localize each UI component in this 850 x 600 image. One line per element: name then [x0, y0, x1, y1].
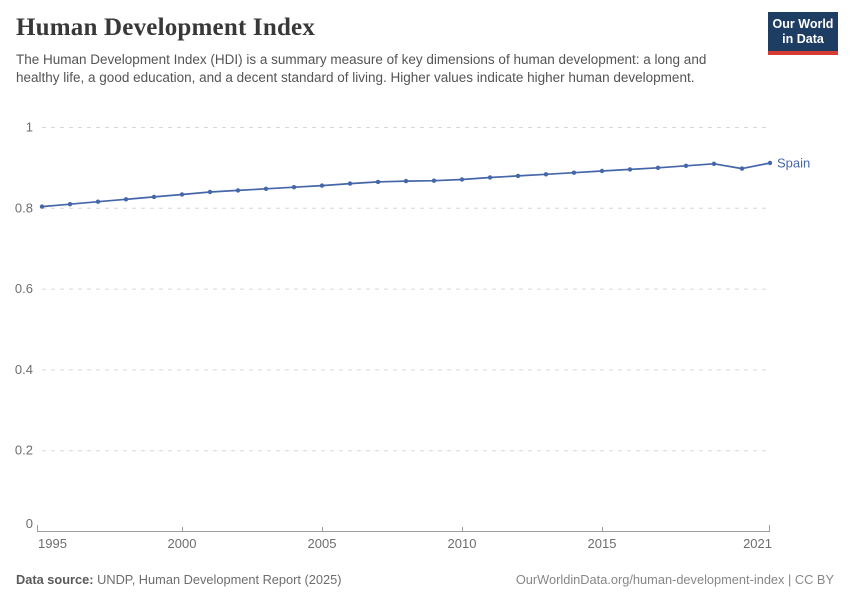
- data-source-text: UNDP, Human Development Report (2025): [93, 572, 342, 587]
- data-point[interactable]: [347, 181, 353, 186]
- owid-logo-line2: in Data: [782, 31, 824, 46]
- x-axis-tick-label: 2021: [743, 536, 772, 551]
- data-point[interactable]: [67, 202, 73, 207]
- y-axis-tick-label: 0.6: [15, 281, 33, 296]
- entity-label[interactable]: Spain: [777, 155, 810, 170]
- data-point[interactable]: [767, 160, 773, 166]
- x-axis-tick-label: 2000: [168, 536, 197, 551]
- data-point[interactable]: [543, 172, 549, 177]
- data-point[interactable]: [263, 186, 269, 191]
- data-point[interactable]: [179, 192, 185, 197]
- y-axis-tick-label: 0: [26, 516, 33, 531]
- data-point[interactable]: [627, 167, 633, 172]
- data-point[interactable]: [711, 161, 717, 166]
- x-axis-tick-label: 2015: [588, 536, 617, 551]
- data-point[interactable]: [459, 177, 465, 182]
- data-point[interactable]: [683, 163, 689, 168]
- owid-citation-link[interactable]: OurWorldinData.org/human-development-ind…: [515, 572, 834, 587]
- y-axis-tick-label: 1: [26, 120, 33, 135]
- data-source-label: Data source:: [16, 572, 94, 587]
- data-point[interactable]: [739, 166, 745, 171]
- chart-header: Human Development Index The Human Develo…: [0, 0, 850, 87]
- data-point[interactable]: [431, 178, 437, 183]
- data-point[interactable]: [207, 189, 213, 195]
- data-point[interactable]: [487, 175, 493, 180]
- page-title: Human Development Index: [16, 14, 316, 41]
- data-point[interactable]: [151, 194, 157, 200]
- data-point[interactable]: [123, 197, 129, 202]
- y-axis-tick-label: 0.2: [15, 443, 33, 458]
- hdi-chart: 0 0.2 0.4 0.6 0.8 1 1995 2000 2005 2010 2015 2021 Sp…: [15, 120, 810, 552]
- data-point[interactable]: [599, 168, 605, 174]
- owid-logo[interactable]: Our World in Data: [768, 12, 838, 55]
- data-point[interactable]: [655, 165, 661, 170]
- data-point[interactable]: [291, 185, 297, 190]
- data-point[interactable]: [515, 173, 521, 179]
- chart-line-spain[interactable]: [41, 162, 771, 208]
- data-point[interactable]: [319, 183, 325, 188]
- data-source: Data source: UNDP, Human Development Rep…: [16, 572, 342, 587]
- data-point[interactable]: [235, 188, 241, 193]
- data-point[interactable]: [39, 204, 45, 209]
- data-point[interactable]: [403, 178, 409, 184]
- y-axis-tick-label: 0.8: [15, 200, 33, 215]
- chart-footer: Data source: UNDP, Human Development Rep…: [16, 572, 834, 587]
- chart-area: 0 0.2 0.4 0.6 0.8 1 1995 2000 2005 2010 2015 2021 Sp…: [0, 115, 850, 565]
- data-point[interactable]: [95, 199, 101, 204]
- owid-logo-line1: Our World: [772, 17, 834, 31]
- x-axis-tick-label: 1995: [38, 536, 67, 551]
- chart-subtitle: The Human Development Index (HDI) is a s…: [16, 52, 707, 86]
- x-axis-tick-label: 2005: [308, 536, 337, 551]
- data-point[interactable]: [571, 170, 577, 175]
- x-axis-tick-label: 2010: [448, 536, 477, 551]
- data-point[interactable]: [375, 179, 381, 185]
- y-axis-tick-label: 0.4: [15, 362, 33, 377]
